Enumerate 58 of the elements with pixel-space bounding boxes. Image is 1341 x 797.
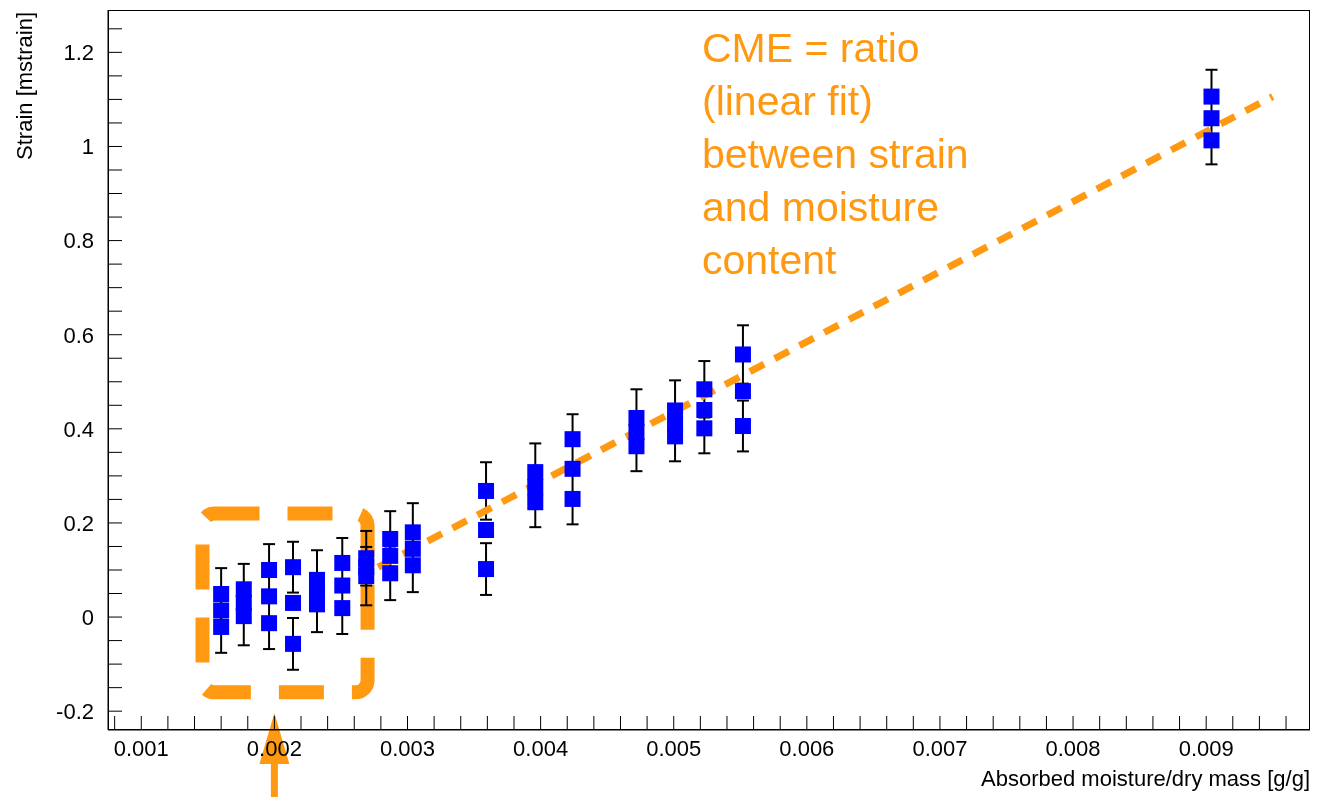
- x-tick-label: 0.004: [513, 735, 569, 761]
- y-tick-label: -0.2: [56, 698, 94, 724]
- point: [564, 490, 581, 507]
- point: [213, 618, 230, 635]
- point: [404, 540, 421, 557]
- point: [628, 438, 645, 455]
- y-axis-title: Strain [mstrain]: [12, 12, 38, 160]
- point: [261, 588, 278, 605]
- point: [334, 600, 351, 617]
- x-tick-label: 0.006: [779, 735, 835, 761]
- point: [261, 615, 278, 632]
- point: [235, 608, 252, 625]
- point: [334, 577, 351, 594]
- point: [564, 460, 581, 477]
- point: [478, 522, 495, 538]
- point: [1203, 132, 1220, 149]
- y-tick-label: 1: [81, 134, 94, 160]
- point: [213, 586, 230, 602]
- point: [527, 464, 544, 481]
- point: [696, 420, 713, 437]
- point: [527, 494, 544, 511]
- y-tick-label: 1.2: [63, 40, 94, 66]
- point: [696, 402, 713, 418]
- point: [478, 482, 495, 499]
- point: [285, 635, 302, 652]
- x-tick-label: 0.007: [912, 735, 968, 761]
- annotation: CME = ratio (linear fit) between strain and moisture content: [702, 24, 969, 285]
- point: [382, 547, 399, 564]
- y-tick-label: 0.8: [63, 228, 94, 254]
- point: [285, 559, 302, 576]
- y-tick-label: 0.6: [63, 322, 94, 348]
- point: [285, 594, 302, 611]
- point: [1203, 110, 1220, 127]
- point: [667, 428, 684, 445]
- point: [564, 431, 581, 448]
- point: [382, 565, 399, 582]
- point: [334, 554, 351, 571]
- x-axis-title: Absorbed moisture/dry mass [g/g]: [981, 766, 1310, 792]
- y-tick-label: 0.2: [63, 510, 94, 536]
- point: [382, 530, 399, 547]
- point: [404, 524, 421, 541]
- point: [696, 381, 713, 398]
- x-tick-label: 0.008: [1045, 735, 1101, 761]
- point: [213, 602, 230, 619]
- x-tick-label: 0.001: [113, 735, 169, 761]
- point: [261, 562, 278, 578]
- point: [404, 557, 421, 574]
- point: [478, 561, 495, 578]
- point: [734, 418, 751, 434]
- x-tick-label: 0.003: [379, 735, 436, 761]
- x-tick-label: 0.009: [1178, 735, 1234, 761]
- x-tick-label: 0.005: [646, 735, 702, 761]
- y-tick-label: 0.4: [63, 416, 94, 442]
- y-tick-label: 0: [81, 604, 94, 630]
- point: [734, 346, 751, 363]
- point: [734, 383, 751, 400]
- point: [358, 568, 375, 585]
- point: [1203, 88, 1220, 105]
